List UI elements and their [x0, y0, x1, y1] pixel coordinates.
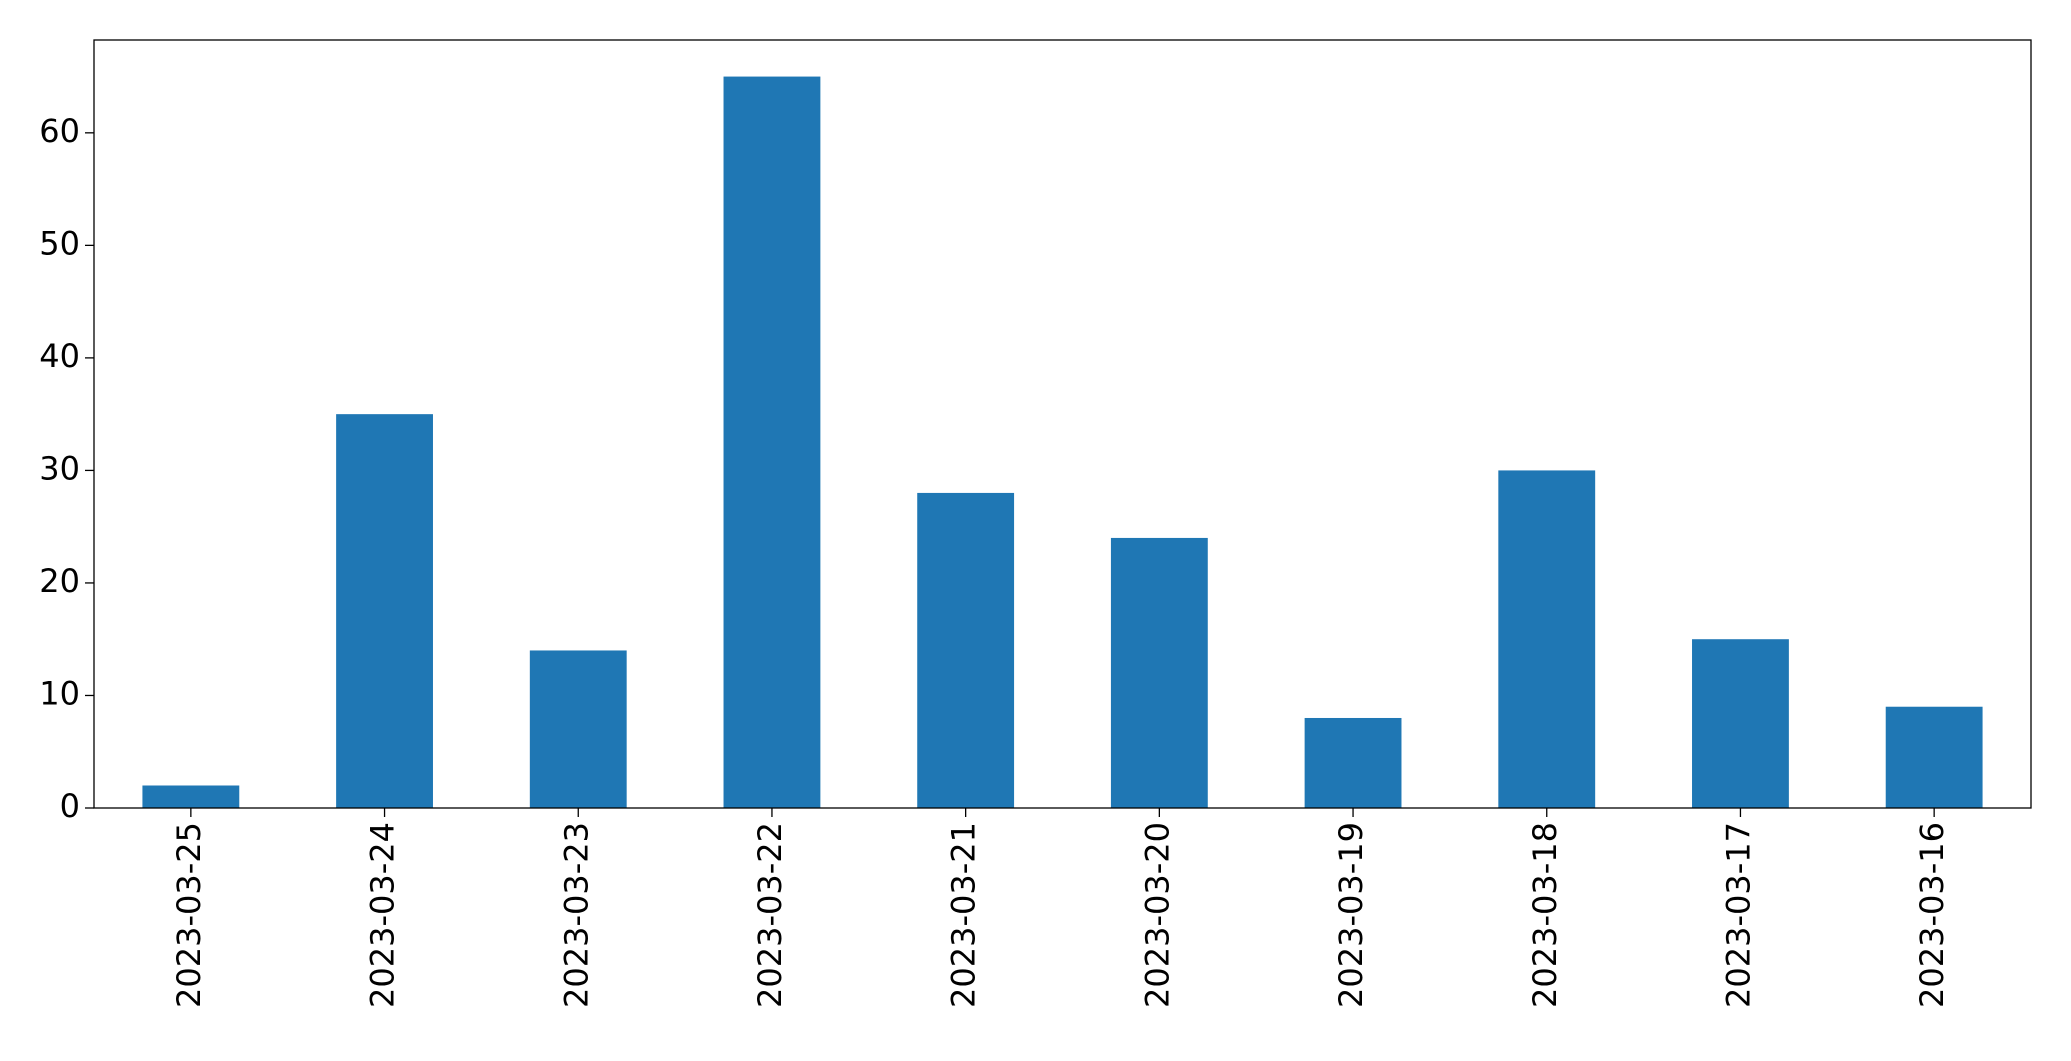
y-tick-label: 60 [39, 112, 80, 150]
y-tick-label: 20 [39, 562, 80, 600]
bar [1304, 717, 1402, 808]
x-tick-label: 2023-03-16 [1913, 822, 1951, 1008]
bar [917, 492, 1015, 808]
bar [336, 414, 433, 808]
y-tick-label: 30 [39, 449, 80, 487]
x-tick-label: 2023-03-25 [170, 822, 208, 1008]
x-tick-label: 2023-03-17 [1719, 822, 1757, 1008]
y-tick-label: 10 [39, 674, 80, 712]
bar [1110, 537, 1208, 808]
y-tick-label: 40 [39, 337, 80, 375]
bar [1885, 706, 1983, 808]
y-tick-label: 0 [60, 787, 80, 825]
x-tick-label: 2023-03-20 [1138, 822, 1176, 1008]
y-tick-label: 50 [39, 224, 80, 262]
bar [1498, 470, 1596, 808]
x-tick-label: 2023-03-23 [557, 822, 595, 1008]
x-tick-label: 2023-03-22 [751, 822, 789, 1008]
bar [1692, 639, 1789, 808]
x-tick-label: 2023-03-21 [945, 822, 983, 1008]
x-tick-label: 2023-03-24 [364, 822, 402, 1008]
axes-frame [93, 39, 2032, 809]
bar [529, 650, 627, 808]
bar [142, 785, 240, 808]
bar [723, 76, 821, 809]
x-tick-label: 2023-03-19 [1332, 822, 1370, 1008]
x-tick-label: 2023-03-18 [1526, 822, 1564, 1008]
